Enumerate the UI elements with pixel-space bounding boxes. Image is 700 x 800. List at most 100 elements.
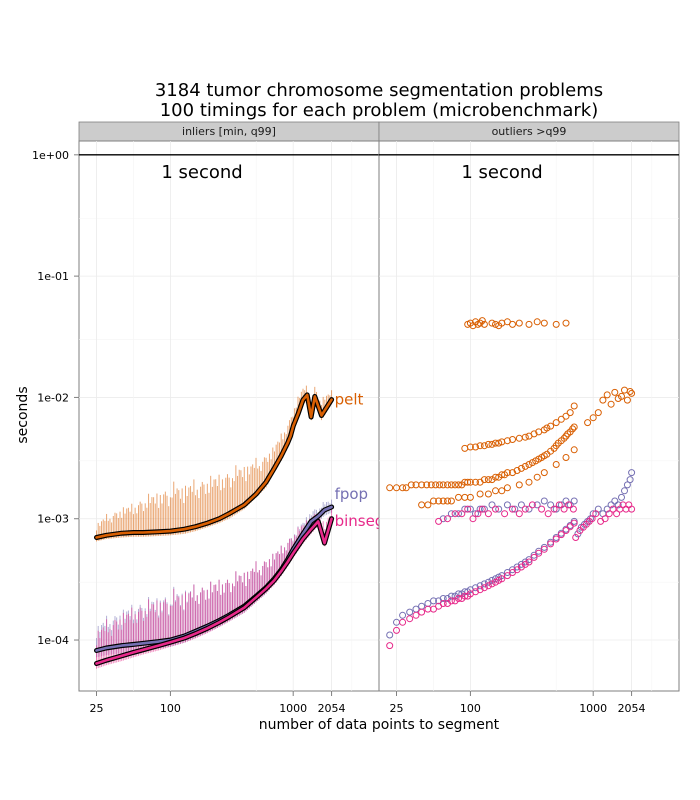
binseg-outlier-point <box>399 618 407 626</box>
binseg-outlier-point <box>588 515 596 523</box>
pelt-outlier-point <box>560 434 568 442</box>
y-tick-label: 1e-04 <box>37 634 69 647</box>
fpop-outlier-point <box>517 501 525 509</box>
x-tick-label: 2054 <box>618 702 646 715</box>
pelt-outlier-point <box>503 437 511 445</box>
binseg-outlier-point <box>540 545 548 553</box>
pelt-outlier-point <box>407 481 415 489</box>
pelt-outlier-point <box>472 443 479 451</box>
pelt-outlier-point <box>552 320 560 328</box>
pelt-outlier-point <box>386 484 394 492</box>
fpop-outlier-point <box>525 505 533 513</box>
pelt-outlier-point <box>495 439 503 447</box>
pelt-outlier-point <box>562 319 570 327</box>
pelt-outlier-point <box>424 501 432 509</box>
pelt-outlier-point <box>513 467 521 474</box>
pelt-outlier-point <box>472 478 479 486</box>
binseg-outlier-point <box>484 510 492 518</box>
pelt-outlier-point <box>402 484 410 492</box>
x-tick-label: 100 <box>160 702 181 715</box>
binseg-outlier-point <box>498 575 506 583</box>
pelt-outlier-point <box>480 320 488 328</box>
fpop-outlier-point <box>611 497 619 505</box>
pelt-outlier-point <box>488 440 496 448</box>
binseg-outlier-point <box>455 595 462 602</box>
pelt-outlier-point <box>618 392 625 400</box>
binseg-outlier-point <box>435 517 443 525</box>
binseg-outlier-point <box>393 626 400 634</box>
pelt-outlier-point <box>525 461 533 468</box>
pelt-outlier-point <box>566 409 574 417</box>
pelt-outlier-point <box>626 388 634 395</box>
binseg-outlier-point <box>525 558 533 566</box>
fpop-outlier-point <box>447 510 455 518</box>
binseg-outlier-point <box>501 510 509 518</box>
binseg-outlier-point <box>550 505 558 513</box>
fpop-outlier-point <box>430 597 437 605</box>
fpop-outlier-point <box>476 582 484 590</box>
binseg-outlier-point <box>530 553 538 561</box>
pelt-outlier-point <box>466 478 474 486</box>
pelt-outlier-point <box>476 442 484 450</box>
pelt-outlier-point <box>418 481 426 489</box>
fpop-outlier-point <box>488 501 496 509</box>
pelt-outlier-point <box>488 476 496 484</box>
pelt-outlier-point <box>611 388 619 396</box>
binseg-outlier-point <box>447 597 455 605</box>
fpop-outlier-point <box>511 505 519 513</box>
reference-line-label: 1 second <box>161 162 242 183</box>
fpop-outlier-point <box>521 558 529 566</box>
fpop-outlier-point <box>386 631 394 639</box>
binseg-outlier-point <box>464 505 472 513</box>
pelt-outlier-point <box>492 320 499 328</box>
pelt-outlier-point <box>444 481 451 489</box>
chart-title-line-2: 100 timings for each problem (microbench… <box>160 100 599 121</box>
pelt-outlier-point <box>533 473 541 481</box>
binseg-outlier-point <box>601 515 609 523</box>
pelt-outlier-point <box>399 484 407 492</box>
binseg-outlier-point <box>605 510 613 518</box>
x-axis: 25 100 1000 2054 25 100 1000 2054 <box>90 691 646 715</box>
pelt-outlier-point <box>540 319 548 327</box>
binseg-outlier-point <box>592 510 600 518</box>
y-tick-label: 1e-01 <box>37 270 69 283</box>
binseg-outlier-point <box>547 540 555 548</box>
binseg-outlier-point <box>412 611 420 619</box>
fpop-outlier-point <box>495 505 503 513</box>
fpop-outlier-point <box>533 501 541 509</box>
binseg-median-line <box>95 517 333 665</box>
binseg-outlier-point <box>528 501 536 509</box>
fpop-outlier-point <box>540 497 548 505</box>
y-tick-label: 1e+00 <box>32 149 69 162</box>
pelt-outlier-point <box>521 462 529 470</box>
y-tick-label: 1e-02 <box>37 391 69 404</box>
pelt-outlier-point <box>455 481 462 489</box>
binseg-outlier-point <box>386 642 394 650</box>
pelt-outlier-point <box>476 490 484 498</box>
pelt-outlier-points <box>386 317 636 509</box>
binseg-outlier-point <box>418 608 426 616</box>
fpop-outlier-point <box>607 501 615 509</box>
fpop-outlier-point <box>623 481 631 489</box>
pelt-outlier-point <box>451 481 459 489</box>
pelt-outlier-point <box>488 319 496 327</box>
x-axis-title: number of data points to segment <box>259 717 500 733</box>
pelt-outlier-point <box>562 412 570 420</box>
pelt-outlier-point <box>492 473 499 481</box>
binseg-outlier-point <box>562 527 570 534</box>
binseg-outlier-point <box>515 510 523 518</box>
binseg-outlier-point <box>570 519 578 527</box>
binseg-outlier-point <box>521 560 529 568</box>
binseg-outlier-point <box>474 510 482 518</box>
pelt-outlier-point <box>552 419 560 427</box>
pelt-outlier-point <box>557 415 565 423</box>
pelt-outlier-point <box>515 319 523 327</box>
fpop-outlier-point <box>455 510 462 518</box>
binseg-outlier-point <box>480 584 488 592</box>
pelt-outlier-point <box>562 432 570 440</box>
pelt-outlier-point <box>498 487 506 495</box>
pelt-outlier-point <box>552 461 560 468</box>
pelt-outlier-point <box>521 433 529 441</box>
binseg-outlier-point <box>484 582 492 590</box>
pelt-outlier-point <box>517 464 525 472</box>
